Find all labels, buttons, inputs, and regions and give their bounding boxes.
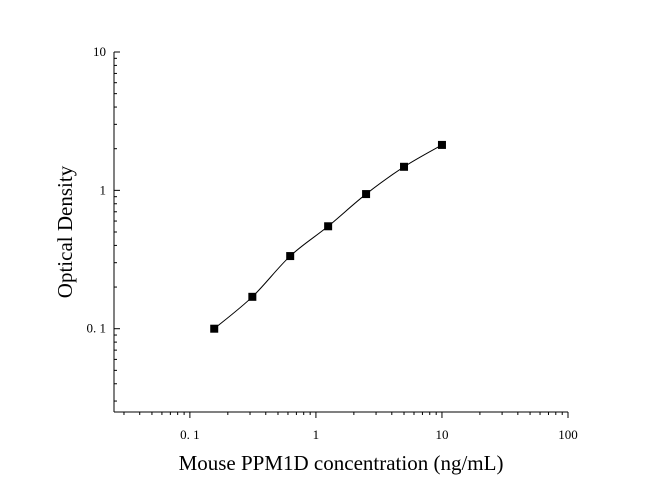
y-axis-title: Optical Density: [53, 165, 77, 298]
data-point: [400, 162, 409, 171]
fit-curve: [213, 144, 443, 330]
data-point: [210, 324, 219, 333]
x-tick-label: 10: [435, 427, 448, 442]
y-axis-ticks: 0. 1 1 10: [87, 44, 120, 402]
data-point: [324, 222, 333, 231]
y-tick-label: 1: [100, 182, 107, 197]
data-point: [437, 140, 446, 149]
y-tick-label: 0. 1: [87, 321, 107, 336]
x-tick-label: 1: [313, 427, 320, 442]
y-tick-label: 10: [93, 44, 106, 59]
data-point: [362, 190, 371, 199]
data-points: [210, 140, 446, 333]
plot-area: 0. 1 1 10 100 0. 1 1 10: [87, 44, 578, 442]
data-point: [286, 252, 295, 261]
x-tick-label: 100: [558, 427, 578, 442]
x-axis-title: Mouse PPM1D concentration (ng/mL): [179, 451, 504, 475]
x-tick-label: 0. 1: [180, 427, 200, 442]
x-axis-ticks: 0. 1 1 10 100: [123, 412, 578, 442]
data-point: [248, 292, 257, 301]
